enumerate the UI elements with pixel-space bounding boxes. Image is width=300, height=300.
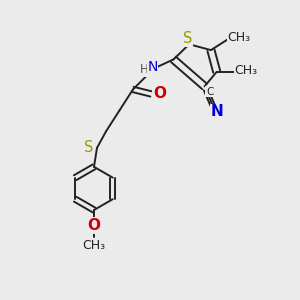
Text: CH₃: CH₃ <box>235 64 258 77</box>
Text: O: O <box>88 218 100 233</box>
Text: O: O <box>153 86 166 101</box>
Text: CH₃: CH₃ <box>227 31 250 44</box>
Text: H: H <box>140 63 149 76</box>
Text: N: N <box>147 60 158 74</box>
Text: N: N <box>211 104 224 119</box>
Text: C: C <box>206 87 213 97</box>
Text: S: S <box>84 140 93 155</box>
Text: S: S <box>183 32 192 46</box>
Text: CH₃: CH₃ <box>82 239 106 252</box>
